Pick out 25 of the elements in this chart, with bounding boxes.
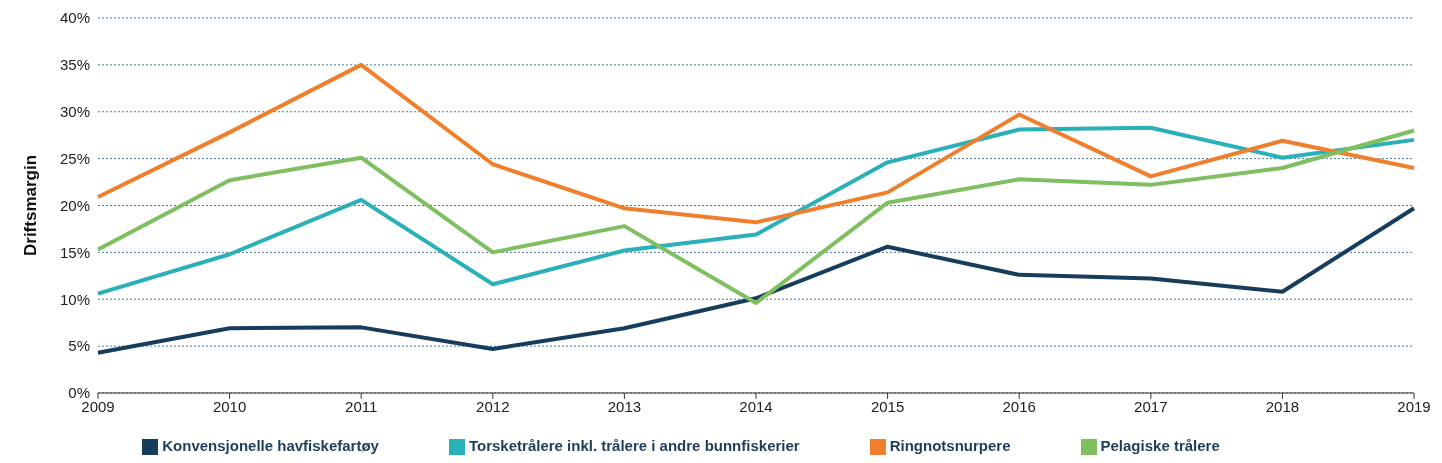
x-tick-label: 2018 — [1265, 397, 1300, 415]
legend-label: Pelagiske trålere — [1100, 436, 1220, 454]
line-series — [96, 62, 1416, 225]
x-tick-label: 2012 — [476, 397, 510, 415]
legend-label: Ringnotsnurpere — [889, 436, 1011, 454]
y-tick-label: 40% — [59, 9, 90, 27]
y-tick-label: 10% — [59, 290, 90, 308]
y-tick-label: 15% — [59, 243, 90, 261]
x-tick-label: 2017 — [1134, 397, 1168, 415]
y-tick-label: 25% — [59, 149, 90, 167]
x-tick-label: 2014 — [739, 397, 773, 415]
x-tick-label: 2015 — [870, 397, 905, 415]
x-tick-label: 2013 — [607, 397, 642, 415]
x-tick-label: 2010 — [212, 397, 247, 415]
y-axis-title: Driftsmargin — [21, 154, 41, 257]
legend-label: Konvensjonelle havfiskefartøy — [162, 436, 379, 454]
legend-label: Torsketrålere inkl. trålere i andre bunnfiskerier — [468, 436, 800, 454]
y-tick-label: 30% — [59, 103, 90, 121]
x-tick-label: 2019 — [1397, 397, 1431, 415]
x-tick-label: 2011 — [345, 397, 378, 415]
y-tick-label: 20% — [59, 196, 90, 214]
x-tick-label: 2016 — [1002, 397, 1036, 415]
line-series — [96, 206, 1416, 355]
y-tick-label: 35% — [59, 56, 90, 74]
y-tick-label: 5% — [68, 337, 90, 355]
